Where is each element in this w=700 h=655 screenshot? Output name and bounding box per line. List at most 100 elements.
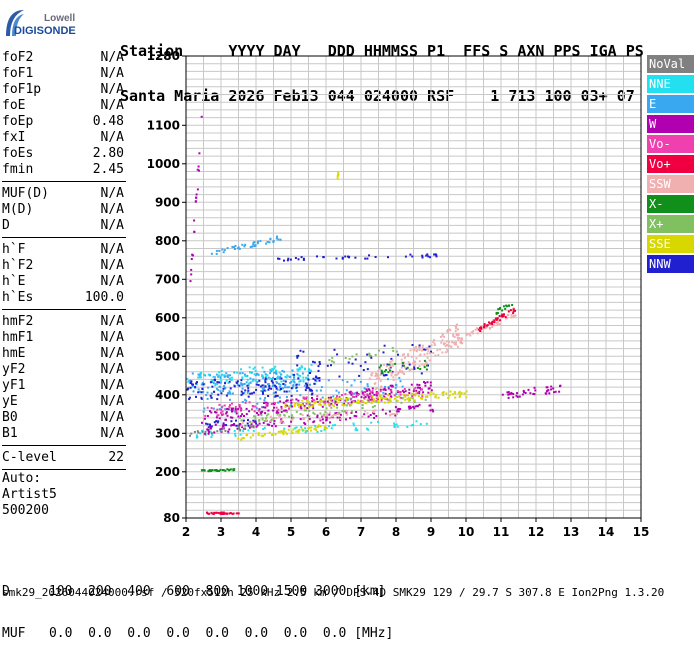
echo-point: [523, 390, 525, 392]
echo-point: [231, 377, 233, 379]
echo-point: [191, 258, 193, 260]
echo-point: [384, 397, 386, 399]
echo-point: [242, 401, 244, 403]
echo-point: [225, 512, 227, 514]
echo-point: [339, 396, 341, 398]
echo-point: [314, 402, 316, 404]
echo-point: [251, 372, 253, 374]
echo-point: [428, 388, 430, 390]
echo-point: [233, 372, 235, 374]
echo-point: [228, 406, 230, 408]
echo-point: [416, 349, 418, 351]
echo-point: [341, 410, 343, 412]
echo-point: [255, 370, 257, 372]
echo-point: [252, 244, 254, 246]
echo-point: [283, 410, 285, 412]
echo-point: [336, 353, 338, 355]
echo-point: [338, 392, 340, 394]
echo-point: [373, 411, 375, 413]
echo-point: [313, 383, 315, 385]
echo-point: [502, 394, 504, 396]
echo-point: [454, 397, 456, 399]
echo-point: [430, 391, 432, 393]
echo-point: [256, 412, 258, 414]
echo-point: [207, 392, 209, 394]
echo-point: [493, 324, 495, 326]
echo-point: [249, 421, 251, 423]
echo-point: [390, 374, 392, 376]
echo-point: [212, 379, 214, 381]
echo-point: [365, 402, 367, 404]
echo-point: [247, 390, 249, 392]
echo-point: [332, 395, 334, 397]
echo-point: [330, 364, 332, 366]
echo-point: [525, 392, 527, 394]
echo-point: [409, 369, 411, 371]
echo-point: [512, 396, 514, 398]
echo-point: [232, 513, 234, 515]
echo-point: [382, 372, 384, 374]
echo-point: [404, 396, 406, 398]
echo-point: [253, 426, 255, 428]
echo-point: [275, 395, 277, 397]
echo-point: [295, 402, 297, 404]
echo-point: [326, 407, 328, 409]
echo-point: [441, 335, 443, 337]
echo-point: [248, 382, 250, 384]
echo-point: [422, 347, 424, 349]
echo-point: [400, 380, 402, 382]
echo-point: [258, 380, 260, 382]
echo-point: [226, 468, 228, 470]
echo-point: [408, 398, 410, 400]
echo-point: [347, 402, 349, 404]
echo-point: [448, 341, 450, 343]
echo-point: [246, 413, 248, 415]
echo-point: [274, 366, 276, 368]
echo-point: [222, 390, 224, 392]
echo-point: [389, 411, 391, 413]
echo-point: [480, 327, 482, 329]
echo-point: [197, 430, 199, 432]
echo-point: [348, 398, 350, 400]
echo-point: [435, 394, 437, 396]
echo-point: [223, 388, 225, 390]
echo-point: [263, 422, 265, 424]
echo-point: [227, 376, 229, 378]
x-tick-label: 6: [322, 525, 330, 539]
echo-point: [229, 374, 231, 376]
echo-point: [207, 415, 209, 417]
echo-point: [297, 400, 299, 402]
echo-point: [223, 374, 225, 376]
echo-point: [374, 400, 376, 402]
echo-point: [342, 403, 344, 405]
echo-point: [512, 312, 514, 314]
echo-point: [286, 391, 288, 393]
polarization-legend: NoVal NNE E W Vo- Vo+ SSW X- X+ SSE NNW: [647, 55, 694, 275]
echo-point: [344, 256, 346, 258]
echo-point: [208, 431, 210, 433]
echo-point: [267, 413, 269, 415]
echo-point: [243, 245, 245, 247]
echo-point: [216, 409, 218, 411]
echo-point: [449, 390, 451, 392]
echo-point: [200, 397, 202, 399]
echo-point: [408, 400, 410, 402]
echo-point: [203, 383, 205, 385]
echo-point: [466, 391, 468, 393]
echo-point: [325, 398, 327, 400]
echo-point: [240, 434, 242, 436]
echo-point: [421, 255, 423, 257]
echo-point: [427, 348, 429, 350]
echo-point: [402, 386, 404, 388]
echo-point: [269, 432, 271, 434]
echo-point: [407, 394, 409, 396]
echo-point: [375, 375, 377, 377]
echo-point: [252, 380, 254, 382]
echo-point: [443, 391, 445, 393]
echo-point: [201, 388, 203, 390]
echo-point: [528, 389, 530, 391]
echo-point: [388, 388, 390, 390]
echo-point: [341, 394, 343, 396]
echo-point: [433, 339, 435, 341]
echo-point: [279, 414, 281, 416]
